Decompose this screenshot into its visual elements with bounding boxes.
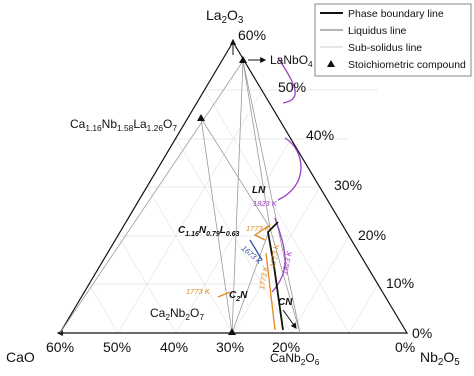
temperature-label: 1773 K: [246, 224, 271, 233]
tick-label: 30%: [216, 339, 244, 355]
label-part: LaNbO: [270, 53, 308, 67]
label-part: N: [240, 290, 248, 301]
subscript: 2: [301, 357, 306, 367]
label-part: O: [163, 117, 172, 131]
label-part: Nb: [170, 306, 186, 320]
subscript: 5: [454, 357, 460, 368]
compound-markers: [197, 56, 247, 335]
liquidus-lines: [217, 57, 302, 331]
legend-entry: Liquidus line: [348, 25, 407, 37]
vertex-label: Nb2O5: [420, 349, 460, 368]
tick-label: 10%: [386, 275, 414, 291]
compound-label: CaNb2O6: [270, 351, 320, 367]
tick-label: 20%: [358, 227, 386, 243]
subscript: 2: [165, 312, 170, 322]
grid: [88, 89, 379, 334]
label-part: C: [229, 290, 237, 301]
label-part: La: [133, 117, 147, 131]
compound-label: LaNbO4: [270, 53, 313, 69]
tick-label: 0%: [395, 339, 415, 355]
subscript: 7: [199, 312, 204, 322]
temperature-label: 1773 K: [186, 287, 211, 296]
sub-solidus-lines: [59, 60, 301, 334]
region-label: CN: [278, 297, 293, 308]
legend-entry: Sub-solidus line: [348, 42, 422, 54]
legend-entry: Phase boundary line: [348, 8, 444, 20]
subscript: 2: [185, 312, 190, 322]
region-label: LN: [252, 185, 266, 196]
temperature-label: 1823 K: [253, 199, 278, 208]
subscript: 7: [172, 123, 177, 133]
legend-entry: Stoichiometric compound: [348, 59, 466, 71]
label-part: C: [178, 225, 186, 236]
legend: Phase boundary line Liquidus line Sub-so…: [314, 3, 472, 77]
compound-label: Ca1.16Nb1.58La1.26O7: [70, 117, 177, 133]
subscript: 2: [222, 15, 227, 26]
subscript: 2: [438, 357, 443, 368]
tick-label: 40%: [306, 127, 334, 143]
tick-label: 60%: [46, 339, 74, 355]
vertex-label: La2O3: [206, 7, 244, 26]
tick-label: 50%: [278, 79, 306, 95]
subscript: 1.16: [185, 231, 199, 238]
phase-boundary: [267, 221, 284, 331]
tick-label: 60%: [238, 27, 266, 43]
tick-label: 0%: [412, 325, 432, 341]
vertex-label: CaO: [6, 349, 35, 365]
subscript: 6: [315, 357, 320, 367]
subscript: 3: [238, 15, 244, 26]
subscript: 1.16: [85, 123, 102, 133]
compound-label: Ca2Nb2O7: [150, 306, 204, 322]
tick-label: 20%: [272, 339, 300, 355]
temperature-label: 1773 K: [257, 264, 270, 290]
subscript: 1.26: [147, 123, 164, 133]
label-part: CaO: [6, 349, 35, 365]
label-part: CaNb: [270, 351, 301, 365]
label-part: Nb: [102, 117, 118, 131]
label-part: O: [443, 349, 454, 365]
region-label: C2N: [229, 290, 248, 303]
arrow: [282, 309, 297, 329]
label-part: La: [206, 7, 222, 23]
subscript: 0.63: [226, 231, 240, 238]
label-part: Ca: [70, 117, 86, 131]
temperature-label: 1673 K: [240, 244, 265, 267]
subscript: 2: [235, 296, 240, 303]
temperature-label: 1773 K: [268, 242, 281, 268]
region-label: C1.16N0.79L0.63: [178, 225, 240, 238]
label-part: CN: [278, 297, 293, 308]
tick-label: 40%: [160, 339, 188, 355]
tick-label: 50%: [103, 339, 131, 355]
subscript: 1.58: [117, 123, 134, 133]
label-part: Nb: [420, 349, 438, 365]
label-part: L: [220, 225, 226, 236]
subscript: 0.79: [206, 231, 220, 238]
label-part: O: [305, 351, 314, 365]
subscript: 4: [308, 59, 313, 69]
temperature-label: 1823 K: [280, 249, 294, 275]
label-part: N: [199, 225, 207, 236]
tick-label: 30%: [334, 177, 362, 193]
label-part: LN: [252, 185, 266, 196]
label-part: O: [227, 7, 238, 23]
label-part: Ca: [150, 306, 166, 320]
label-part: O: [190, 306, 199, 320]
